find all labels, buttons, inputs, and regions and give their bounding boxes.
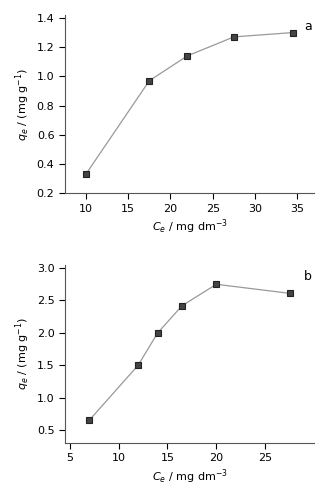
Y-axis label: $q_e$ / (mg g$^{-1}$): $q_e$ / (mg g$^{-1}$) xyxy=(14,318,32,390)
Y-axis label: $q_e$ / (mg g$^{-1}$): $q_e$ / (mg g$^{-1}$) xyxy=(14,68,32,140)
X-axis label: $C_e$ / mg dm$^{-3}$: $C_e$ / mg dm$^{-3}$ xyxy=(152,218,227,236)
Text: b: b xyxy=(304,270,312,283)
X-axis label: $C_e$ / mg dm$^{-3}$: $C_e$ / mg dm$^{-3}$ xyxy=(152,468,227,486)
Text: a: a xyxy=(304,20,312,34)
